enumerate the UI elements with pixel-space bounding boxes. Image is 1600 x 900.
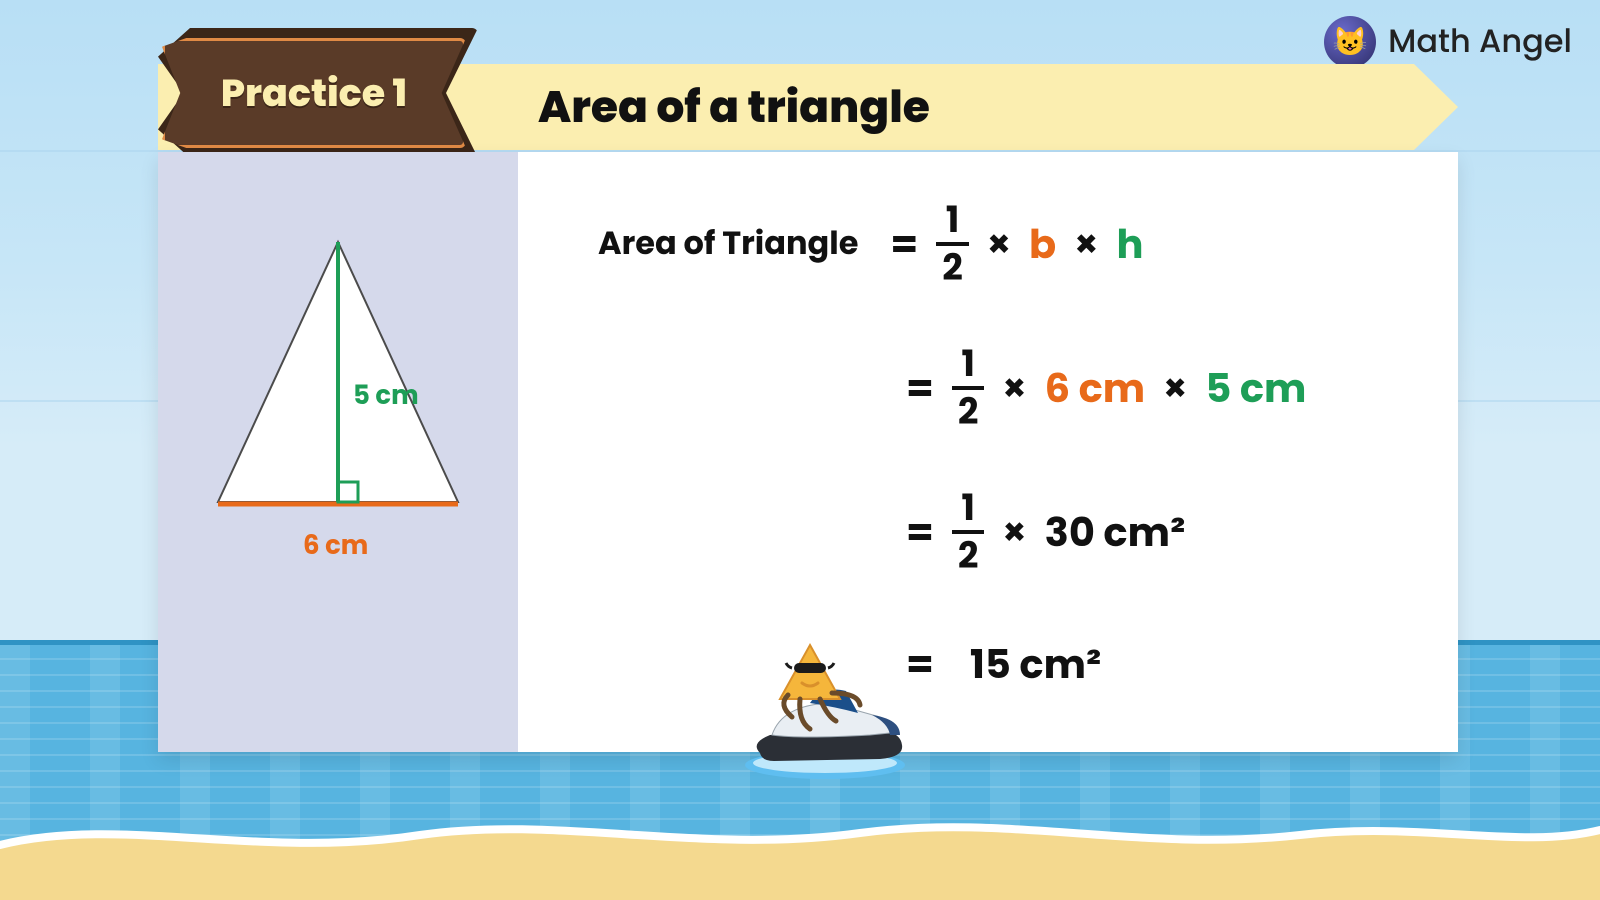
one-half-fraction: 1 2 — [952, 346, 985, 430]
val-b: 6 cm — [1045, 358, 1146, 418]
brand-logo-icon: 😺 — [1324, 16, 1376, 68]
equation-step-1: Area of Triangle = 1 2 × b × h — [598, 202, 1418, 286]
equation-step-3: = 1 2 × 30 cm² — [906, 490, 1418, 574]
equation-step-2: = 1 2 × 6 cm × 5 cm — [906, 346, 1418, 430]
equation-list: Area of Triangle = 1 2 × b × h = 1 2 — [598, 202, 1418, 694]
final-answer: 15 cm² — [970, 634, 1101, 694]
practice-badge: Practice 1 — [158, 28, 478, 158]
one-half-fraction: 1 2 — [936, 202, 969, 286]
page-title: Area of a triangle — [538, 75, 930, 140]
diagram-panel: 5 cm 6 cm — [158, 152, 518, 752]
mascot-icon — [740, 635, 910, 780]
brand-name: Math Angel — [1388, 18, 1572, 66]
equation-result: = 15 cm² — [906, 634, 1418, 694]
triangle-diagram: 5 cm 6 cm — [208, 232, 468, 522]
height-label: 5 cm — [353, 377, 419, 416]
var-h: h — [1116, 214, 1143, 274]
one-half-fraction: 1 2 — [952, 490, 985, 574]
equation-lhs: Area of Triangle — [598, 220, 858, 268]
step3-product: 30 cm² — [1045, 502, 1186, 562]
brand-logo: 😺 Math Angel — [1324, 16, 1572, 68]
sand — [0, 805, 1600, 900]
practice-badge-label: Practice 1 — [221, 65, 407, 122]
var-b: b — [1029, 214, 1056, 274]
equation-panel: Area of Triangle = 1 2 × b × h = 1 2 — [518, 152, 1458, 752]
base-label: 6 cm — [303, 527, 368, 566]
val-h: 5 cm — [1205, 358, 1306, 418]
